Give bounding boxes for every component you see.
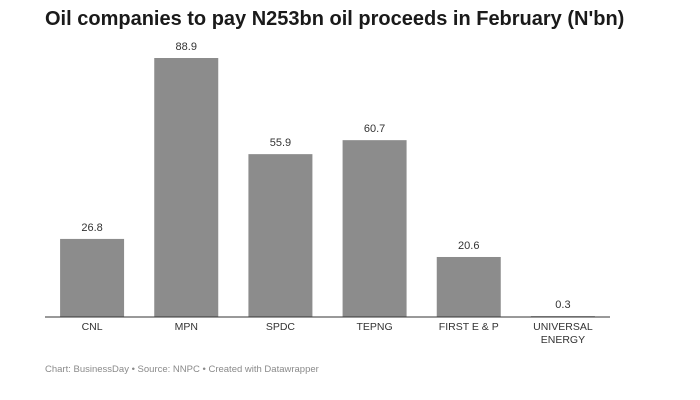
value-label: 60.7 bbox=[364, 123, 385, 135]
value-label: 55.9 bbox=[270, 137, 291, 149]
value-label: 26.8 bbox=[81, 222, 102, 234]
bar bbox=[342, 140, 407, 317]
bar bbox=[436, 256, 501, 317]
chart-title: Oil companies to pay N253bn oil proceeds… bbox=[45, 8, 625, 30]
bar bbox=[248, 154, 313, 317]
chart-footer: Chart: BusinessDay • Source: NNPC • Crea… bbox=[45, 364, 319, 375]
bar bbox=[154, 58, 219, 317]
x-tick-label: MPN bbox=[174, 321, 198, 333]
x-tick-label: SPDC bbox=[265, 321, 295, 333]
x-tick-label: TEPNG bbox=[356, 321, 393, 333]
x-tick-label: CNL bbox=[81, 321, 103, 333]
value-label: 20.6 bbox=[458, 240, 479, 252]
bar bbox=[60, 238, 125, 317]
x-tick-label: FIRST E & P bbox=[438, 321, 499, 333]
value-label: 0.3 bbox=[555, 299, 570, 311]
value-label: 88.9 bbox=[176, 41, 197, 53]
x-tick-label: UNIVERSAL ENERGY bbox=[533, 321, 593, 346]
